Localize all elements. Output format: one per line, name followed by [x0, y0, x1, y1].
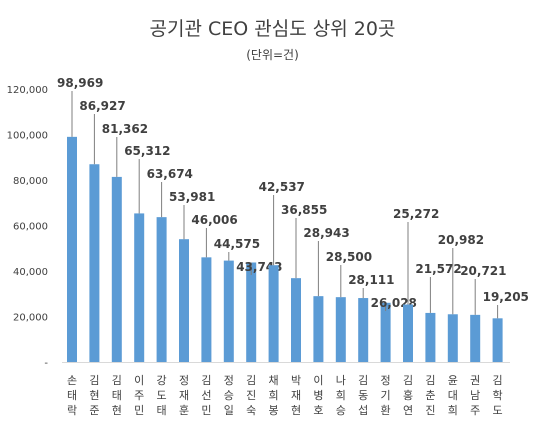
bar	[291, 278, 301, 362]
data-label: 36,855	[281, 203, 327, 217]
data-label: 86,927	[79, 99, 125, 113]
y-tick-label: 100,000	[7, 131, 48, 142]
y-tick-label: -	[44, 358, 48, 369]
bar	[403, 304, 413, 362]
data-label: 19,205	[483, 290, 529, 304]
chart-subtitle: (단위=건)	[246, 48, 299, 62]
bar	[358, 298, 369, 362]
y-tick-label: 120,000	[7, 85, 48, 96]
data-label: 20,721	[460, 264, 506, 278]
bar	[111, 176, 122, 362]
data-label: 28,111	[348, 273, 394, 287]
bar	[156, 217, 167, 362]
bar	[313, 296, 324, 362]
bar	[89, 164, 100, 362]
y-tick-label: 80,000	[13, 176, 48, 187]
data-label: 25,272	[393, 207, 439, 221]
bar	[201, 257, 212, 362]
bar	[134, 213, 145, 362]
bar	[447, 314, 458, 362]
chart-title: 공기관 CEO 관심도 상위 20곳	[149, 18, 396, 40]
bar	[223, 260, 234, 362]
bar	[67, 136, 77, 362]
data-label: 98,969	[57, 76, 103, 90]
data-label: 81,362	[102, 122, 148, 136]
data-label: 42,537	[259, 180, 305, 194]
data-label: 28,943	[303, 226, 349, 240]
bar	[179, 239, 189, 362]
data-label: 53,981	[169, 190, 215, 204]
data-label: 44,575	[214, 237, 260, 251]
data-label: 65,312	[124, 144, 170, 158]
data-label: 21,572	[415, 262, 461, 276]
data-label: 28,500	[326, 250, 372, 264]
y-tick-label: 20,000	[13, 313, 48, 324]
data-label: 63,674	[147, 167, 193, 181]
y-tick-label: 40,000	[13, 267, 48, 278]
bar	[470, 314, 481, 362]
data-label: 20,982	[438, 233, 484, 247]
bar	[492, 318, 503, 362]
bar	[335, 297, 346, 362]
bar	[380, 302, 391, 362]
data-label: 46,006	[191, 213, 237, 227]
bar	[246, 262, 257, 362]
bar	[425, 312, 436, 362]
y-tick-label: 60,000	[13, 222, 48, 233]
bar	[268, 265, 279, 362]
